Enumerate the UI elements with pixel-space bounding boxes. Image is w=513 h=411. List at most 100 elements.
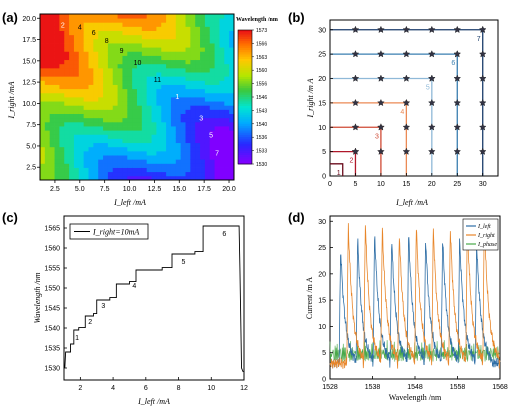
heatmap-cell: [190, 105, 196, 110]
heatmap-cell: [200, 159, 206, 164]
heatmap-cell: [59, 97, 65, 102]
heatmap-cell: [166, 43, 172, 48]
heatmap-cell: [73, 97, 80, 102]
heatmap-cell: [83, 43, 89, 48]
heatmap-cell: [175, 92, 182, 98]
heatmap-cell: [83, 59, 89, 65]
heatmap-cell: [195, 142, 201, 148]
heatmap-cell: [127, 72, 133, 77]
heatmap-cell: [64, 146, 70, 152]
heatmap-cell: [93, 163, 99, 168]
heatmap-cell: [195, 38, 201, 44]
heatmap-cell: [219, 76, 225, 81]
heatmap-cell: [229, 150, 235, 156]
heatmap-cell: [54, 97, 60, 102]
heatmap-cell: [229, 38, 235, 44]
heatmap-cell: [40, 14, 46, 19]
heatmap-cell: [127, 142, 133, 148]
colorbar-segment: [238, 92, 252, 96]
heatmap-cell: [204, 80, 211, 85]
colorbar-segment: [238, 65, 252, 69]
heatmap-cell: [156, 43, 162, 48]
heatmap-cell: [54, 43, 60, 48]
heatmap-cell: [180, 121, 186, 127]
heatmap-cell: [93, 34, 99, 40]
heatmap-cell: [224, 67, 230, 73]
heatmap-cell: [98, 47, 104, 52]
heatmap-cell: [40, 88, 46, 94]
heatmap-cell: [112, 67, 118, 73]
heatmap-cell: [54, 55, 60, 61]
heatmap-cell: [209, 126, 215, 131]
heatmap-cell: [83, 138, 89, 144]
heatmap-cell: [73, 159, 80, 164]
heatmap-cell: [200, 134, 206, 139]
heatmap-cell: [180, 138, 186, 144]
heatmap-cell: [170, 55, 177, 61]
colorbar-segment: [238, 41, 252, 44]
heatmap-cell: [195, 97, 201, 102]
panel-c-ytick-label: 1530: [44, 366, 60, 373]
heatmap-cell: [127, 146, 133, 152]
heatmap-cell: [200, 146, 206, 152]
heatmap-cell: [49, 92, 55, 98]
heatmap-cell: [204, 159, 211, 164]
heatmap-cell: [151, 80, 157, 85]
heatmap-cell: [214, 134, 220, 139]
heatmap-cell: [151, 113, 157, 119]
heatmap-cell: [49, 14, 55, 19]
heatmap-cell: [122, 113, 128, 119]
heatmap-cell: [180, 38, 186, 44]
heatmap-cell: [93, 113, 99, 119]
heatmap-cell: [40, 167, 46, 173]
heatmap-cell: [88, 38, 94, 44]
heatmap-cell: [141, 67, 148, 73]
heatmap-cell: [209, 113, 215, 119]
heatmap-cell: [112, 26, 118, 31]
heatmap-cell: [69, 167, 75, 173]
heatmap-cell: [93, 92, 99, 98]
heatmap-cell: [54, 72, 60, 77]
heatmap-cell: [98, 88, 104, 94]
heatmap-cell: [161, 38, 167, 44]
heatmap-cell: [214, 43, 220, 48]
heatmap-cell: [156, 67, 162, 73]
heatmap-cell: [170, 34, 177, 40]
heatmap-cell: [59, 105, 65, 110]
heatmap-xlabel: I_left /mA: [113, 198, 146, 207]
heatmap-cell: [107, 134, 114, 139]
heatmap-cell: [44, 30, 51, 36]
heatmap-cell: [73, 130, 80, 135]
heatmap-cell: [161, 84, 167, 90]
heatmap-cell: [103, 22, 109, 27]
heatmap-cell: [69, 51, 75, 56]
heatmap-cell: [166, 155, 172, 160]
panel-d-xtick-label: 1568: [492, 384, 508, 391]
heatmap-cell: [103, 175, 109, 181]
panel-b-marker: [453, 99, 461, 106]
heatmap-cell: [180, 72, 186, 77]
heatmap-cell: [224, 63, 230, 69]
heatmap-cell: [98, 113, 104, 119]
heatmap-cell: [117, 146, 123, 152]
panel-c-xtick-label: 6: [144, 385, 148, 392]
heatmap-cell: [122, 30, 128, 36]
heatmap-cell: [175, 159, 182, 164]
heatmap-cell: [219, 105, 225, 110]
heatmap-cell: [180, 51, 186, 56]
heatmap-cell: [166, 47, 172, 52]
heatmap-cell: [112, 80, 118, 85]
heatmap-cell: [209, 67, 215, 73]
heatmap-cell: [107, 18, 114, 23]
heatmap-cell: [195, 130, 201, 135]
heatmap-cell: [88, 138, 94, 144]
colorbar-segment: [238, 126, 252, 129]
heatmap-cell: [73, 175, 80, 181]
heatmap-cell: [200, 97, 206, 102]
heatmap-cell: [88, 175, 94, 181]
heatmap-cell: [73, 38, 80, 44]
heatmap-cell: [112, 171, 118, 177]
heatmap-cell: [49, 88, 55, 94]
heatmap-cell: [54, 30, 60, 36]
heatmap-cell: [229, 171, 235, 177]
